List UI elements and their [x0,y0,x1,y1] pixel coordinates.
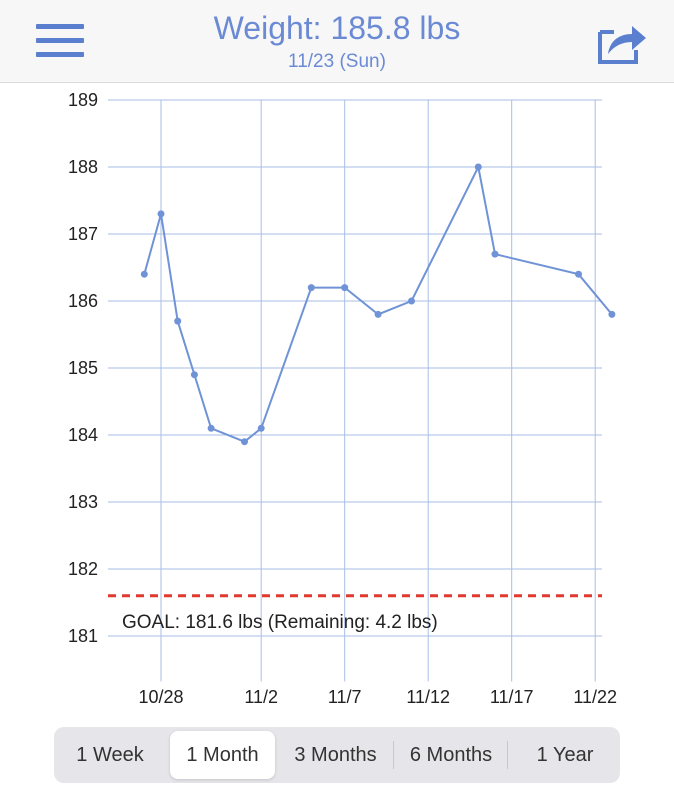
weight-data-point [140,270,148,278]
top-bar: Weight: 185.8 lbs 11/23 (Sun) [0,0,674,83]
range-option[interactable]: 6 Months [409,744,493,766]
y-tick-label: 181 [68,626,98,646]
weight-data-point [241,438,248,446]
weight-data-point [207,424,215,432]
segment-divider [507,741,508,769]
weight-data-point [575,270,582,278]
x-tick-label: 10/28 [138,687,183,707]
weight-data-point [491,250,499,258]
segment-divider [393,741,394,769]
y-tick-label: 182 [68,559,98,579]
y-tick-label: 185 [68,358,98,378]
weight-data-point [174,317,182,325]
range-option[interactable]: 1 Month [170,731,275,779]
share-icon[interactable] [596,18,648,66]
y-tick-label: 189 [68,90,98,110]
x-tick-label: 11/22 [573,687,617,707]
x-tick-label: 11/7 [328,687,362,707]
y-tick-label: 186 [68,291,98,311]
weight-data-point [474,163,482,171]
range-option[interactable]: 3 Months [294,744,377,766]
x-tick-label: 11/2 [244,687,278,707]
y-tick-label: 187 [68,224,98,244]
range-option[interactable]: 1 Week [76,744,144,766]
weight-data-point [257,424,265,432]
hamburger-menu-icon[interactable] [36,24,86,60]
weight-data-point [341,284,349,292]
weight-series-line [143,163,613,443]
x-tick-label: 11/17 [490,687,534,707]
weight-data-point [408,297,415,305]
page-title: Weight: 185.8 lbs [213,10,461,46]
range-option[interactable]: 1 Year [536,744,594,766]
y-tick-label: 188 [68,157,98,177]
weight-data-point [307,284,315,292]
weight-chart-svg: 189 188 187 186 185 184 183 182 181 10/28 11/2 11/7… [68,90,617,707]
range-selector: 1 Week 1 Month 3 Months 6 Months 1 Year [54,727,620,783]
goal-label: GOAL: 181.6 lbs (Remaining: 4.2 lbs) [122,612,438,633]
weight-data-point [608,310,616,318]
weight-chart: 189 188 187 186 185 184 183 182 181 10/28 11/2 11/7… [0,83,674,723]
y-tick-label: 184 [68,425,98,445]
weight-data-point [374,310,382,318]
y-tick-label: 183 [68,492,98,512]
weight-data-point [190,371,198,379]
x-tick-label: 11/12 [406,687,450,707]
date-subtitle: 11/23 (Sun) [288,51,386,72]
weight-data-point [157,210,165,218]
